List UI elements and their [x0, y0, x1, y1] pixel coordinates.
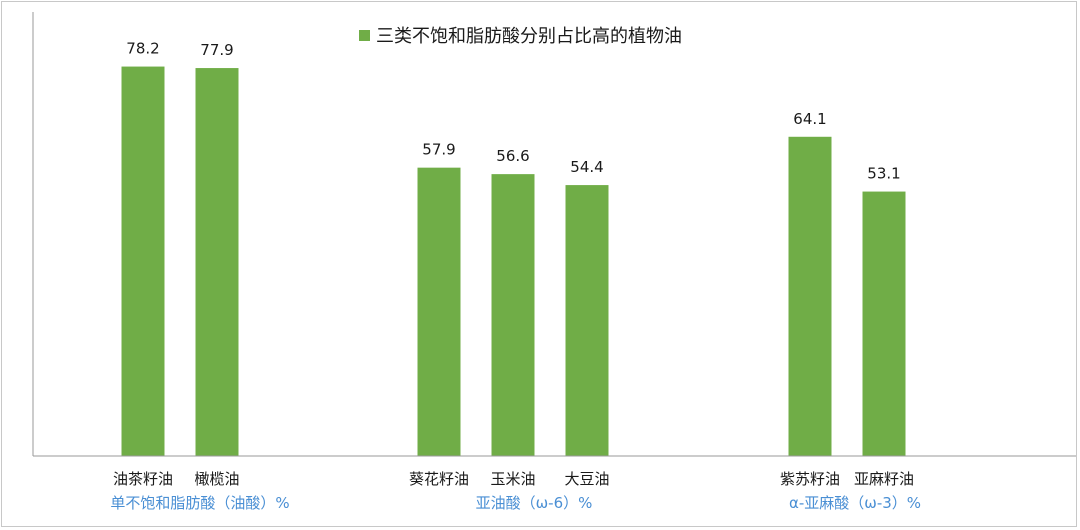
- category-label: 大豆油: [564, 470, 609, 488]
- category-label: 紫苏籽油: [780, 470, 840, 488]
- group-labels-layer: 单不饱和脂肪酸（油酸）% 亚油酸（ω-6）% α-亚麻酸（ω-3）%: [110, 494, 921, 512]
- legend-swatch: [359, 30, 370, 41]
- value-label: 57.9: [422, 141, 455, 159]
- bar-亚麻籽油: [862, 191, 906, 456]
- bar-玉米油: [491, 174, 535, 456]
- group-label: α-亚麻酸（ω-3）%: [789, 494, 921, 512]
- category-label: 葵花籽油: [409, 470, 469, 488]
- bar-油茶籽油: [121, 66, 165, 457]
- bar-橄榄油: [195, 68, 239, 457]
- value-label: 77.9: [200, 41, 233, 59]
- group-label: 亚油酸（ω-6）%: [476, 494, 593, 512]
- legend: 三类不饱和脂肪酸分别占比高的植物油: [359, 26, 682, 47]
- bar-大豆油: [565, 185, 609, 456]
- category-label: 橄榄油: [194, 470, 239, 488]
- category-label: 油茶籽油: [113, 470, 173, 488]
- bar-紫苏籽油: [788, 136, 832, 457]
- bars-layer: [121, 66, 906, 457]
- category-labels-layer: 油茶籽油 橄榄油 葵花籽油 玉米油 大豆油 紫苏籽油 亚麻籽油: [113, 470, 914, 488]
- value-labels-layer: 78.2 77.9 57.9 56.6 54.4 64.1 53.1: [126, 40, 900, 183]
- group-label: 单不饱和脂肪酸（油酸）%: [110, 494, 289, 512]
- value-label: 78.2: [126, 40, 159, 58]
- value-label: 64.1: [793, 110, 826, 128]
- category-label: 玉米油: [490, 470, 535, 488]
- value-label: 53.1: [867, 165, 900, 183]
- legend-label: 三类不饱和脂肪酸分别占比高的植物油: [376, 26, 682, 47]
- value-label: 56.6: [496, 147, 529, 165]
- bar-葵花籽油: [417, 167, 461, 456]
- category-label: 亚麻籽油: [854, 470, 914, 488]
- value-label: 54.4: [570, 158, 603, 176]
